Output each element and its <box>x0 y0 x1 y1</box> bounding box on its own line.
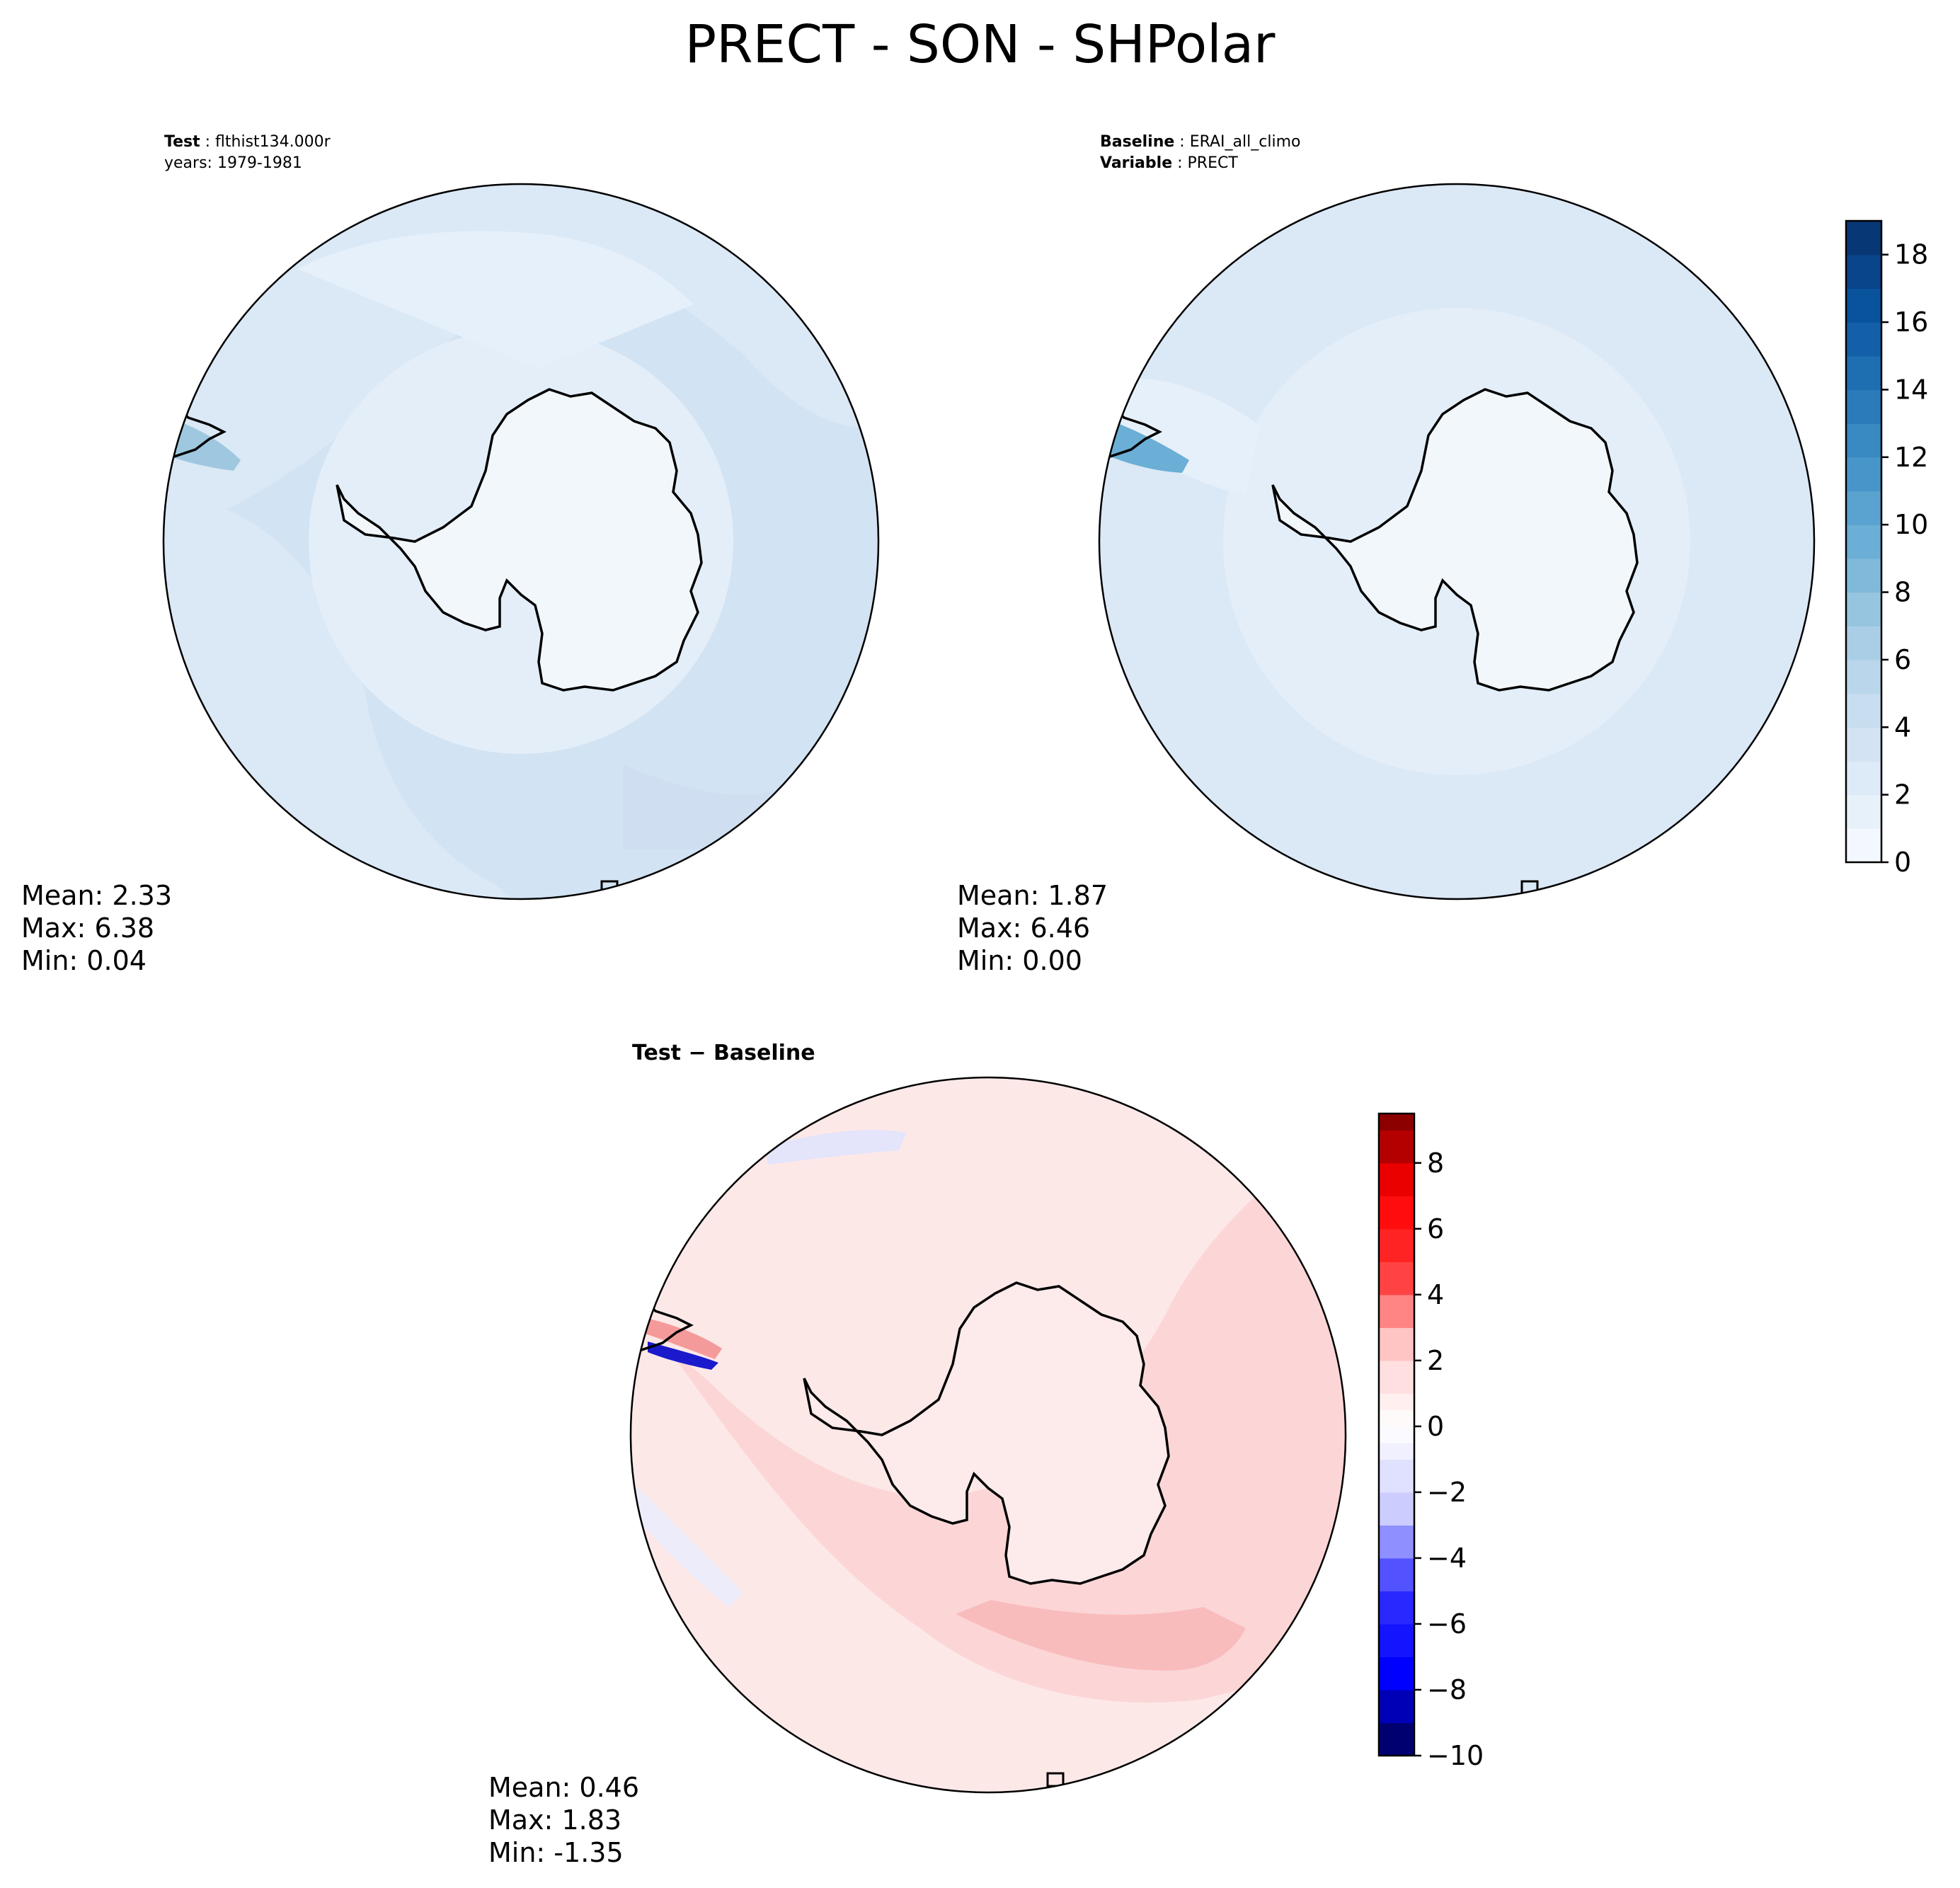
baseline-colorbar-segment <box>1846 254 1881 289</box>
baseline-colorbar-tick-label: 12 <box>1894 442 1928 473</box>
diff-colorbar-segment <box>1379 1557 1414 1592</box>
baseline-stats: Mean: 1.87 Max: 6.46 Min: 0.00 <box>957 879 1108 977</box>
baseline-var-value: PRECT <box>1187 154 1238 172</box>
baseline-colorbar-segment <box>1846 288 1881 323</box>
diff-mean: Mean: 0.46 <box>488 1772 640 1803</box>
diff-colorbar-segment <box>1379 1492 1414 1526</box>
diff-colorbar-tick-label: 0 <box>1427 1411 1444 1442</box>
diff-colorbar-segment <box>1379 1409 1414 1427</box>
diff-colorbar-tick-label: 4 <box>1427 1279 1444 1310</box>
test-stats: Mean: 2.33 Max: 6.38 Min: 0.04 <box>21 879 172 977</box>
test-map <box>162 183 880 900</box>
baseline-colorbar-tick-label: 0 <box>1894 847 1911 878</box>
diff-colorbar-segment <box>1379 1623 1414 1658</box>
diff-colorbar-segment <box>1379 1689 1414 1724</box>
baseline-colorbar-segment <box>1846 221 1881 256</box>
test-label-key: Test <box>164 133 200 151</box>
baseline-colorbar-segment <box>1846 457 1881 492</box>
baseline-colorbar-segment <box>1846 760 1881 796</box>
baseline-mean: Mean: 1.87 <box>957 880 1108 911</box>
diff-colorbar-tick-label: −2 <box>1427 1477 1467 1508</box>
baseline-min: Min: 0.00 <box>957 945 1082 976</box>
diff-colorbar-segment <box>1379 1162 1414 1196</box>
baseline-colorbar-tick-label: 6 <box>1894 644 1911 675</box>
diff-colorbar-segment <box>1379 1228 1414 1262</box>
diff-colorbar-segment <box>1379 1591 1414 1625</box>
diff-colorbar-segment <box>1379 1722 1414 1756</box>
figure-title: PRECT - SON - SHPolar <box>684 14 1276 75</box>
diff-colorbar-tick-label: −8 <box>1427 1674 1467 1705</box>
baseline-colorbar-segment <box>1846 322 1881 357</box>
diff-colorbar-tick-label: −6 <box>1427 1608 1467 1640</box>
baseline-colorbar-segment <box>1846 389 1881 424</box>
diff-colorbar-segment <box>1379 1525 1414 1559</box>
baseline-map <box>1098 183 1816 900</box>
baseline-colorbar-tick-label: 18 <box>1894 239 1928 270</box>
diff-colorbar-segment <box>1379 1443 1414 1460</box>
diff-colorbar-frame <box>1377 1112 1416 1757</box>
baseline-colorbar-segment <box>1846 592 1881 627</box>
baseline-colorbar-tick-label: 4 <box>1894 711 1911 743</box>
test-header: Test : flthist134.000r years: 1979-1981 <box>164 132 331 174</box>
diff-colorbar-segment <box>1379 1294 1414 1328</box>
diff-colorbar-tick-label: 6 <box>1427 1213 1444 1245</box>
diff-max: Max: 1.83 <box>488 1804 622 1836</box>
baseline-colorbar-segment <box>1846 727 1881 762</box>
baseline-colorbar-tick-label: 8 <box>1894 577 1911 608</box>
baseline-colorbar-segment <box>1846 693 1881 728</box>
diff-title: Test − Baseline <box>632 1041 815 1065</box>
diff-colorbar-segment <box>1379 1426 1414 1443</box>
baseline-var-key: Variable <box>1100 154 1173 172</box>
diff-colorbar-tick-label: −10 <box>1427 1740 1484 1771</box>
baseline-colorbar-tick-label: 14 <box>1894 374 1928 405</box>
baseline-colorbar-tick-label: 2 <box>1894 779 1911 811</box>
diff-map <box>629 1076 1347 1794</box>
baseline-colorbar-segment <box>1846 423 1881 458</box>
diff-colorbar-segment <box>1379 1130 1414 1164</box>
test-max: Max: 6.38 <box>21 912 155 944</box>
diff-colorbar-segment <box>1379 1327 1414 1361</box>
baseline-colorbar-tick-label: 10 <box>1894 509 1928 540</box>
baseline-max: Max: 6.46 <box>957 912 1091 944</box>
baseline-colorbar-frame <box>1845 219 1883 864</box>
diff-colorbar-segment <box>1379 1261 1414 1295</box>
baseline-label-value: ERAI_all_climo <box>1189 133 1301 151</box>
baseline-colorbar: 0 2 4 6 8 10 12 14 16 18 <box>1845 219 1928 878</box>
baseline-colorbar-tick-label: 16 <box>1894 307 1928 338</box>
diff-colorbar-segment <box>1379 1459 1414 1493</box>
test-min: Min: 0.04 <box>21 945 147 976</box>
baseline-colorbar-segment <box>1846 558 1881 593</box>
diff-colorbar-segment <box>1379 1393 1414 1411</box>
baseline-colorbar-segment <box>1846 659 1881 694</box>
baseline-header: Baseline : ERAI_all_climo Variable : PRE… <box>1100 133 1301 172</box>
baseline-colorbar-segment <box>1846 525 1881 559</box>
test-mean: Mean: 2.33 <box>21 880 173 911</box>
diff-colorbar: −10 −8 −6 −4 −2 0 2 4 6 8 <box>1377 1112 1484 1771</box>
test-years: years: 1979-1981 <box>164 154 302 172</box>
diff-min: Min: -1.35 <box>488 1837 624 1868</box>
diff-colorbar-tick-label: 8 <box>1427 1148 1444 1179</box>
diff-colorbar-segment <box>1379 1360 1414 1394</box>
baseline-colorbar-segment <box>1846 491 1881 525</box>
baseline-colorbar-segment <box>1846 794 1881 829</box>
baseline-colorbar-segment <box>1846 355 1881 391</box>
diff-stats: Mean: 0.46 Max: 1.83 Min: -1.35 <box>488 1771 639 1869</box>
diff-colorbar-tick-label: −4 <box>1427 1543 1467 1574</box>
diff-colorbar-segment <box>1379 1196 1414 1230</box>
diff-colorbar-tick-label: 2 <box>1427 1345 1444 1376</box>
baseline-colorbar-segment <box>1846 626 1881 660</box>
test-label-value: flthist134.000r <box>215 133 331 151</box>
baseline-label-key: Baseline <box>1100 133 1175 151</box>
baseline-colorbar-segment <box>1846 828 1881 863</box>
diff-colorbar-segment <box>1379 1114 1414 1131</box>
diff-colorbar-segment <box>1379 1657 1414 1690</box>
